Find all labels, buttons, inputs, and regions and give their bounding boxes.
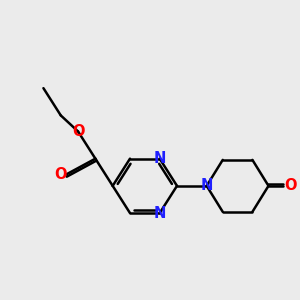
Text: N: N: [154, 151, 166, 166]
Text: O: O: [55, 167, 67, 182]
Text: O: O: [284, 178, 297, 194]
Text: N: N: [200, 178, 213, 194]
Text: O: O: [72, 124, 84, 139]
Text: N: N: [154, 206, 166, 220]
